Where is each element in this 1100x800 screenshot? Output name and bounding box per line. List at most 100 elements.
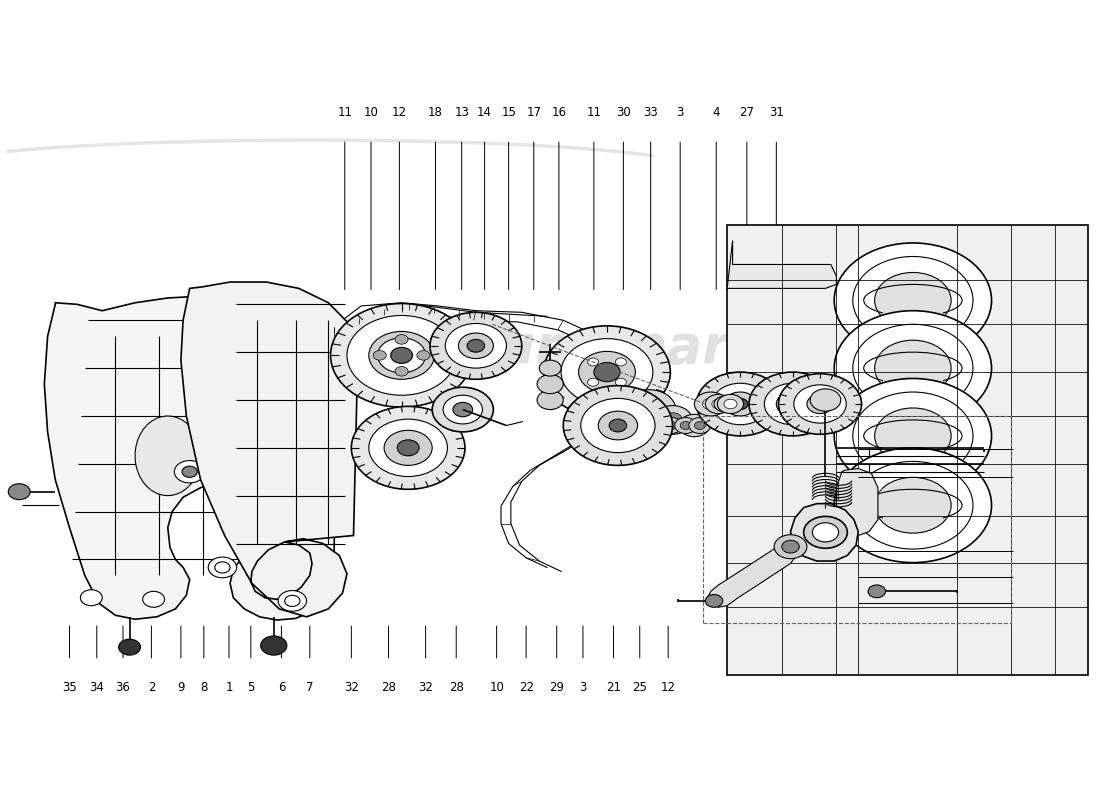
Text: 2: 2: [147, 681, 155, 694]
Circle shape: [579, 351, 636, 393]
Circle shape: [764, 383, 821, 425]
Circle shape: [430, 312, 521, 379]
Text: 33: 33: [644, 106, 658, 119]
Polygon shape: [707, 545, 799, 607]
Circle shape: [733, 398, 748, 410]
Circle shape: [834, 310, 991, 426]
Text: 28: 28: [381, 681, 396, 694]
Polygon shape: [135, 416, 200, 496]
Circle shape: [705, 594, 723, 607]
Text: 9: 9: [177, 681, 185, 694]
Circle shape: [834, 448, 991, 562]
Circle shape: [794, 385, 846, 423]
Circle shape: [653, 406, 692, 434]
Circle shape: [834, 378, 991, 494]
Text: 3: 3: [580, 681, 586, 694]
Circle shape: [581, 398, 656, 453]
Circle shape: [615, 358, 626, 366]
Circle shape: [468, 339, 485, 352]
Circle shape: [696, 372, 784, 436]
Circle shape: [143, 591, 165, 607]
Circle shape: [543, 326, 670, 418]
Circle shape: [686, 420, 702, 431]
Circle shape: [174, 461, 205, 483]
Polygon shape: [727, 225, 1088, 675]
Polygon shape: [44, 296, 336, 620]
Circle shape: [351, 406, 465, 490]
Circle shape: [208, 557, 236, 578]
Circle shape: [635, 400, 662, 419]
Circle shape: [652, 422, 662, 430]
Circle shape: [397, 440, 419, 456]
Text: eurospares: eurospares: [462, 322, 795, 374]
Text: 6: 6: [277, 681, 285, 694]
Circle shape: [834, 243, 991, 358]
Circle shape: [785, 398, 801, 410]
Circle shape: [813, 522, 838, 542]
Polygon shape: [836, 469, 878, 535]
Text: 32: 32: [418, 681, 433, 694]
Text: 16: 16: [551, 106, 566, 119]
Polygon shape: [180, 282, 358, 617]
Circle shape: [874, 478, 952, 533]
Circle shape: [561, 338, 653, 406]
Text: 10: 10: [364, 106, 378, 119]
Circle shape: [377, 338, 426, 373]
Text: 17: 17: [526, 106, 541, 119]
Circle shape: [694, 422, 705, 430]
Circle shape: [537, 390, 563, 410]
Circle shape: [811, 389, 840, 411]
Text: 3: 3: [676, 106, 684, 119]
Circle shape: [662, 413, 682, 427]
Text: 11: 11: [338, 106, 352, 119]
Circle shape: [395, 334, 408, 344]
Circle shape: [712, 383, 769, 425]
Text: 1: 1: [226, 681, 233, 694]
Text: 34: 34: [89, 681, 104, 694]
Circle shape: [261, 636, 287, 655]
Circle shape: [346, 315, 456, 395]
Circle shape: [749, 372, 836, 436]
Text: 27: 27: [739, 106, 755, 119]
Circle shape: [624, 422, 635, 430]
Circle shape: [724, 392, 757, 416]
Circle shape: [689, 418, 711, 434]
Circle shape: [774, 534, 807, 558]
Text: 28: 28: [449, 681, 464, 694]
Text: 24: 24: [1022, 597, 1037, 610]
Circle shape: [703, 398, 719, 410]
Text: 31: 31: [769, 106, 784, 119]
Circle shape: [119, 639, 141, 655]
Text: 21: 21: [606, 681, 621, 694]
Circle shape: [563, 386, 672, 466]
Circle shape: [874, 340, 952, 396]
Text: 29: 29: [549, 681, 564, 694]
Circle shape: [182, 466, 197, 478]
Circle shape: [679, 414, 710, 437]
Text: 25: 25: [632, 681, 647, 694]
Circle shape: [717, 394, 744, 414]
Circle shape: [594, 362, 620, 382]
Circle shape: [638, 422, 649, 430]
Circle shape: [714, 396, 736, 412]
Text: 4: 4: [713, 106, 721, 119]
Circle shape: [694, 392, 727, 416]
Circle shape: [459, 333, 494, 358]
Text: 18: 18: [428, 106, 443, 119]
Text: 32: 32: [344, 681, 359, 694]
Circle shape: [647, 418, 668, 434]
Text: 23: 23: [1022, 545, 1037, 558]
Text: 11: 11: [586, 106, 602, 119]
Circle shape: [724, 399, 737, 409]
Text: 12: 12: [392, 106, 407, 119]
Circle shape: [417, 350, 430, 360]
Text: 22: 22: [518, 681, 534, 694]
Circle shape: [453, 402, 473, 417]
Circle shape: [278, 590, 307, 611]
Text: 20: 20: [1022, 443, 1037, 456]
Circle shape: [443, 395, 483, 424]
Circle shape: [384, 430, 432, 466]
Circle shape: [9, 484, 30, 500]
Circle shape: [777, 392, 810, 416]
Text: 30: 30: [616, 106, 630, 119]
